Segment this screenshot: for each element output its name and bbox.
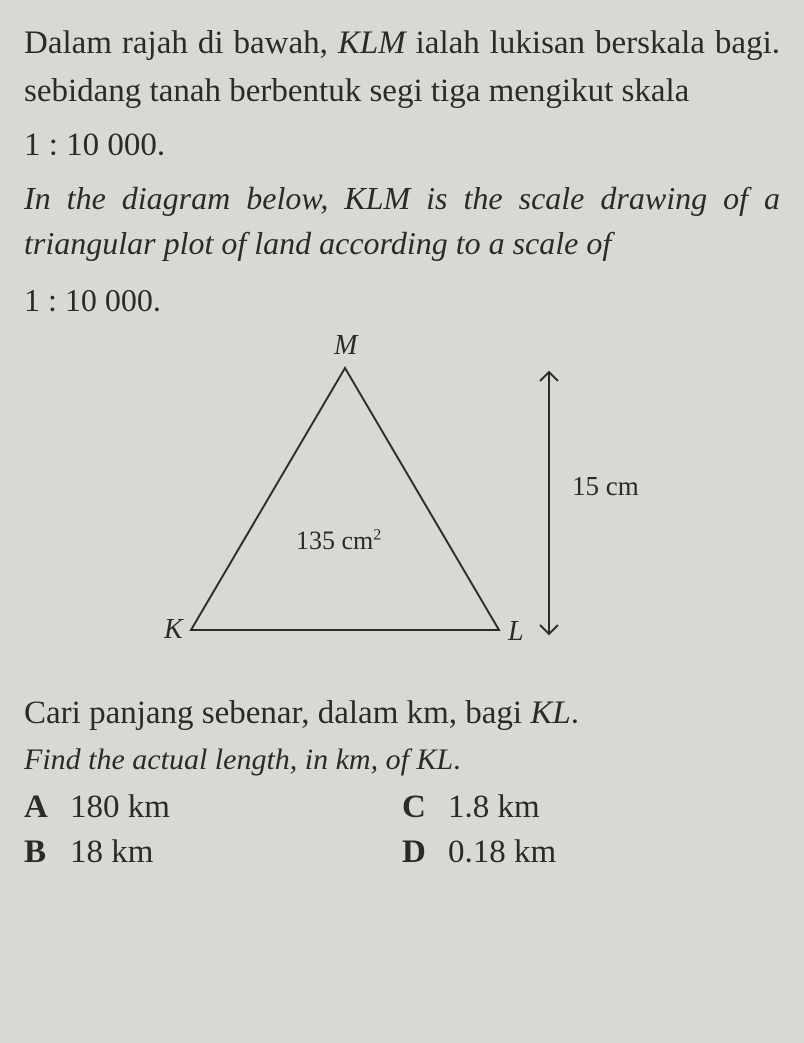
question-ms: Dalam rajah di bawah, KLM ialah lukisan …: [24, 20, 780, 116]
diagram-svg: [169, 336, 589, 656]
option-c-value: 1.8 km: [448, 789, 540, 826]
scale-en: 1 : 10 000.: [24, 278, 780, 323]
question-en-part1: In the diagram below,: [24, 180, 344, 216]
scale-ms: 1 : 10 000.: [24, 122, 780, 170]
triangle-diagram: M K L 135 cm2 15 cm: [24, 336, 780, 666]
find-en-var: KL: [416, 743, 453, 776]
vertex-m-label: M: [334, 330, 357, 362]
options-grid: A 180 km C 1.8 km B 18 km D 0.18 km: [24, 789, 780, 871]
vertex-k-label: K: [164, 614, 183, 646]
option-b-value: 18 km: [70, 834, 153, 871]
option-b: B 18 km: [24, 834, 402, 871]
find-en: Find the actual length, in km, of KL.: [24, 738, 780, 782]
question-en: In the diagram below, KLM is the scale d…: [24, 176, 780, 267]
find-en-text: Find the actual length, in km, of: [24, 743, 416, 776]
question-varname-en: KLM: [344, 180, 410, 216]
option-a-value: 180 km: [70, 789, 170, 826]
find-ms: Cari panjang sebenar, dalam km, bagi KL.: [24, 690, 780, 738]
area-label: 135 cm2: [296, 526, 381, 556]
option-d-value: 0.18 km: [448, 834, 556, 871]
question-ms-part1: Dalam rajah di bawah,: [24, 25, 338, 61]
option-c: C 1.8 km: [402, 789, 780, 826]
find-ms-var: KL: [530, 695, 570, 731]
option-a: A 180 km: [24, 789, 402, 826]
question-varname: KLM: [338, 25, 406, 61]
option-d: D 0.18 km: [402, 834, 780, 871]
height-label: 15 cm: [572, 471, 639, 502]
area-value: 135 cm: [296, 526, 373, 555]
find-en-dot: .: [453, 743, 461, 776]
area-exponent: 2: [373, 526, 381, 543]
option-d-letter: D: [402, 834, 448, 871]
option-b-letter: B: [24, 834, 70, 871]
option-c-letter: C: [402, 789, 448, 826]
option-a-letter: A: [24, 789, 70, 826]
find-ms-dot: .: [571, 695, 579, 731]
vertex-l-label: L: [508, 616, 524, 648]
triangle-shape: [191, 368, 499, 630]
find-ms-text: Cari panjang sebenar, dalam km, bagi: [24, 695, 530, 731]
